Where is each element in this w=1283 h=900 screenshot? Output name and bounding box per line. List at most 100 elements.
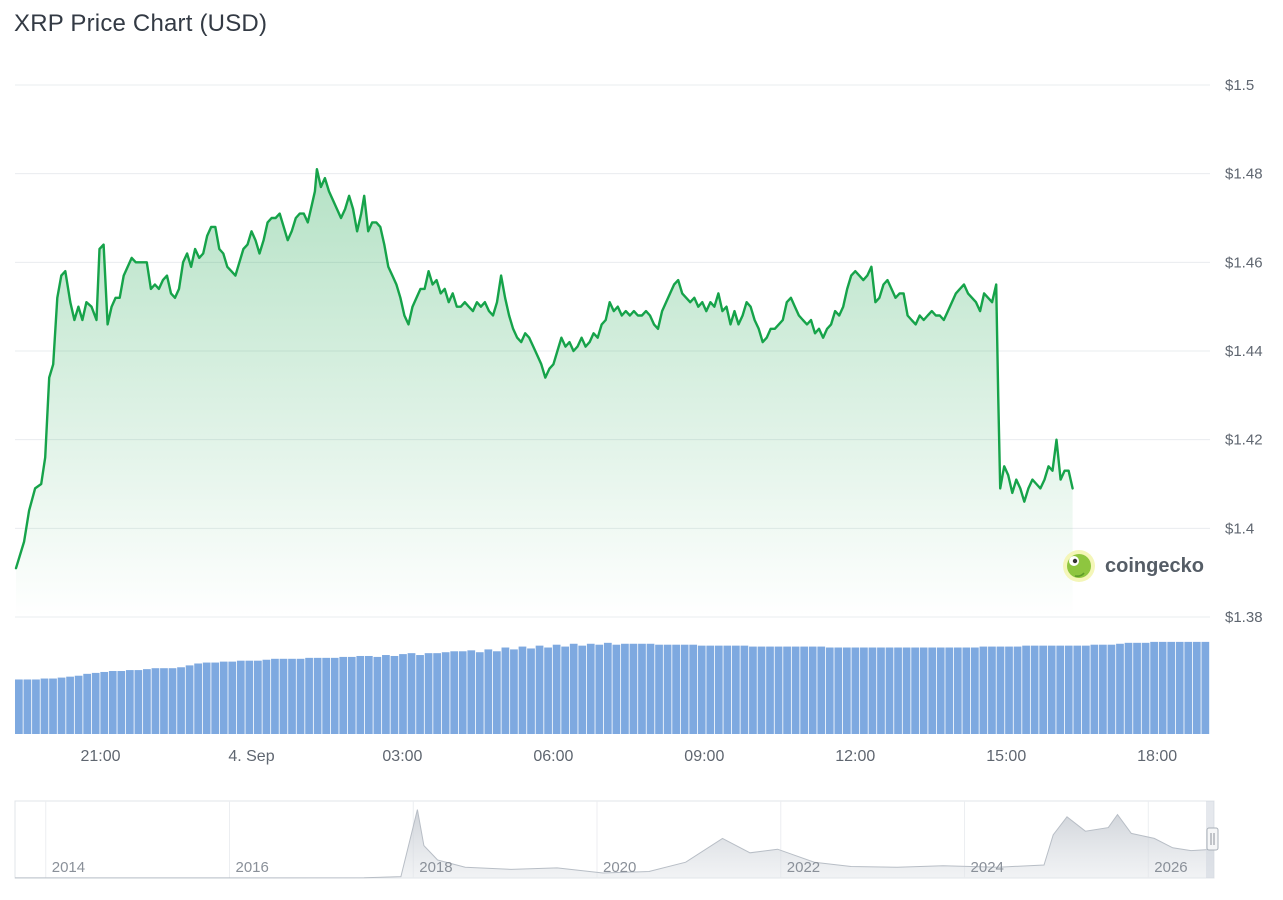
volume-bar	[441, 652, 450, 734]
volume-bar	[629, 643, 638, 734]
volume-bar	[663, 644, 672, 734]
volume-bar	[356, 655, 365, 734]
volume-bar	[783, 646, 791, 734]
y-tick-label: $1.46	[1225, 254, 1263, 271]
volume-bar	[971, 647, 979, 734]
volume-bar	[996, 646, 1005, 734]
volume-bar	[74, 675, 83, 734]
volume-bar	[928, 647, 937, 734]
volume-bar	[475, 652, 484, 734]
volume-bar	[493, 651, 501, 734]
volume-bar	[347, 656, 356, 734]
volume-bar	[373, 656, 382, 734]
volume-bar	[254, 660, 262, 734]
volume-bar	[108, 671, 117, 734]
volume-bar	[262, 659, 271, 734]
volume-bar	[1073, 645, 1082, 734]
volume-bar	[288, 658, 296, 734]
volume-bar	[714, 645, 723, 734]
navigator-line	[14, 809, 1215, 879]
volume-bar	[1150, 641, 1158, 734]
y-tick-label: $1.48	[1225, 166, 1263, 183]
volume-bar	[399, 654, 407, 734]
volume-bar	[313, 657, 322, 734]
y-tick-label: $1.44	[1225, 343, 1263, 360]
volume-bar	[979, 646, 988, 734]
volume-bar	[945, 647, 954, 734]
volume-bar	[561, 646, 570, 734]
volume-bar	[390, 655, 399, 734]
volume-bar	[842, 647, 851, 734]
x-tick-label: 12:00	[835, 748, 875, 765]
volume-bar	[825, 647, 834, 734]
volume-bar	[527, 648, 535, 734]
x-tick-label: 09:00	[684, 748, 724, 765]
volume-bar	[185, 665, 194, 734]
volume-bar	[1175, 641, 1184, 734]
volume-bar	[1039, 645, 1048, 734]
volume-bar	[330, 657, 339, 734]
navigator-year-label: 2022	[787, 859, 820, 876]
volume-bar	[450, 651, 459, 734]
volume-bar	[279, 658, 288, 734]
price-line[interactable]	[14, 168, 1074, 570]
volume-bar	[194, 663, 202, 734]
volume-bar	[168, 668, 177, 734]
volume-bar	[638, 643, 646, 734]
volume-bar	[211, 662, 220, 734]
volume-bar	[117, 671, 126, 734]
volume-bar	[15, 679, 23, 734]
volume-bar	[228, 661, 237, 734]
volume-bar	[83, 673, 92, 734]
volume-bar	[322, 657, 331, 734]
volume-bar	[612, 644, 621, 734]
x-axis: 21:00 4. Sep 03:00 06:00 09:00 12:00 15:00 18:0…	[81, 748, 1178, 765]
volume-bar	[808, 646, 817, 734]
price-line-group[interactable]	[14, 168, 1074, 570]
volume-bar	[433, 653, 441, 734]
volume-bar	[621, 643, 629, 734]
volume-bar	[860, 647, 868, 734]
volume-bar	[868, 647, 877, 734]
x-tick-label: 4. Sep	[228, 748, 274, 765]
volume-bar	[552, 644, 561, 734]
volume-bar	[382, 655, 390, 734]
volume-bar	[672, 644, 680, 734]
volume-bar	[535, 645, 544, 734]
volume-bar	[66, 676, 74, 734]
volume-bar	[680, 644, 689, 734]
volume-bar	[766, 646, 774, 734]
x-tick-label: 15:00	[986, 748, 1026, 765]
volume-bar	[911, 647, 919, 734]
volume-bar	[877, 647, 885, 734]
navigator-history-area	[14, 809, 1215, 879]
x-tick-label: 18:00	[1137, 748, 1177, 765]
volume-bar	[416, 655, 424, 734]
volume-bar	[160, 668, 168, 734]
volume-bar	[296, 658, 305, 734]
navigator-year-label: 2016	[236, 859, 269, 876]
volume-bar	[655, 644, 663, 734]
volume-bar	[757, 646, 766, 734]
volume-bar	[723, 645, 732, 734]
volume-bar	[578, 645, 587, 734]
navigator-handle[interactable]	[1206, 827, 1219, 851]
volume-bar	[749, 646, 757, 734]
volume-bar	[125, 670, 134, 734]
volume-bar	[1064, 645, 1073, 734]
volume-bar	[689, 644, 698, 734]
volume-bar	[740, 645, 749, 734]
price-area-fill	[16, 169, 1073, 617]
volume-bar	[1013, 646, 1022, 734]
volume-bar	[484, 649, 493, 734]
volume-bar	[1090, 644, 1099, 734]
x-tick-label: 03:00	[382, 748, 422, 765]
volume-bar	[245, 660, 254, 734]
volume-bar	[1047, 645, 1056, 734]
volume-bar	[851, 647, 860, 734]
volume-bar	[1133, 642, 1141, 734]
volume-bars	[15, 641, 1210, 734]
range-navigator[interactable]: 2014 2016 2018 2020 2022 2024 2026	[14, 800, 1219, 879]
brand-name: coingecko	[1105, 555, 1204, 577]
